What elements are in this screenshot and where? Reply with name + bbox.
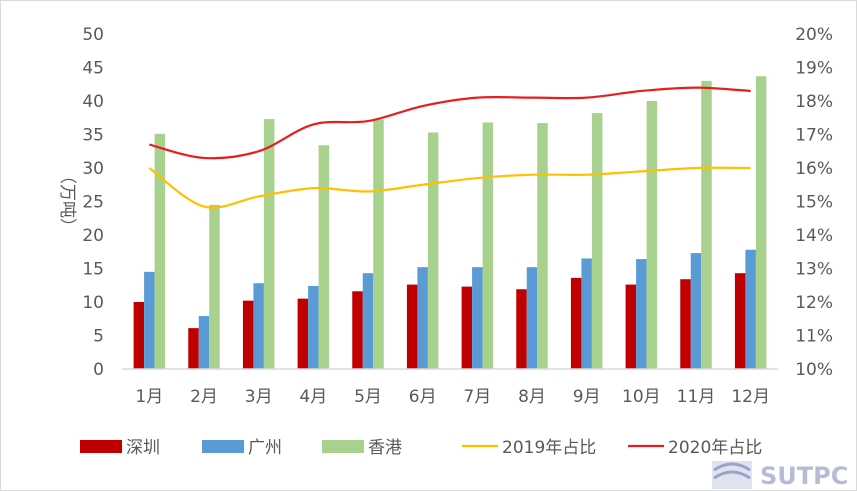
- legend-swatch: [80, 440, 122, 453]
- x-tick-label: 7月: [463, 387, 491, 407]
- y-tick-label: 45: [82, 59, 104, 79]
- bar-深圳-6月: [406, 284, 418, 369]
- bar-深圳-10月: [625, 284, 637, 369]
- y2-tick-label: 14%: [795, 226, 833, 246]
- y-tick-label: 50: [82, 25, 104, 45]
- x-tick-label: 12月: [731, 387, 770, 407]
- y2-tick-label: 13%: [795, 260, 833, 280]
- legend-item: 2020年占比: [628, 438, 762, 458]
- y-tick-label: 35: [82, 126, 104, 146]
- bar-香港-8月: [537, 123, 548, 369]
- watermark-text: SUTPC: [760, 462, 848, 490]
- y-tick-label: 5: [93, 327, 104, 347]
- y2-tick-label: 10%: [795, 360, 833, 380]
- bar-广州-9月: [581, 258, 592, 369]
- legend-item: 香港: [322, 438, 402, 458]
- bar-香港-7月: [482, 122, 494, 369]
- bar-香港-3月: [263, 119, 275, 369]
- legend-label: 深圳: [126, 438, 160, 458]
- bar-香港-2月: [209, 204, 220, 369]
- y2-tick-label: 17%: [795, 126, 833, 146]
- x-tick-label: 8月: [518, 387, 546, 407]
- legend-item: 2019年占比: [462, 438, 596, 458]
- y-tick-label: 40: [82, 92, 104, 112]
- bar-广州-12月: [745, 249, 756, 369]
- legend-label: 2020年占比: [668, 438, 762, 458]
- x-tick-label: 2月: [190, 387, 218, 407]
- bar-广州-10月: [636, 259, 647, 369]
- y-tick-label: 10: [82, 293, 104, 313]
- bar-深圳-9月: [570, 277, 582, 369]
- x-tick-label: 11月: [677, 387, 716, 407]
- legend-item: 广州: [202, 438, 282, 458]
- line-2020年占比: [149, 86, 751, 160]
- y2-tick-label: 19%: [795, 59, 833, 79]
- y-tick-label: 25: [82, 193, 104, 213]
- bar-香港-1月: [154, 133, 166, 369]
- y-tick-label: 30: [82, 159, 104, 179]
- y-tick-label: 15: [82, 260, 104, 280]
- bar-香港-11月: [701, 80, 712, 370]
- y2-tick-label: 15%: [795, 193, 833, 213]
- bar-香港-6月: [427, 132, 439, 369]
- legend-swatch: [202, 440, 244, 453]
- y2-tick-label: 11%: [795, 327, 833, 347]
- legend-label: 香港: [368, 438, 402, 458]
- bar-广州-4月: [308, 285, 319, 369]
- bar-广州-1月: [144, 271, 155, 369]
- y-tick-label: 0: [93, 360, 104, 380]
- bar-广州-6月: [417, 267, 428, 369]
- y-axis-label: （万吨）: [57, 167, 77, 235]
- legend-label: 广州: [248, 438, 282, 458]
- x-tick-label: 1月: [135, 387, 163, 407]
- watermark-logo: SUTPC: [712, 461, 848, 490]
- bar-香港-5月: [373, 119, 384, 369]
- bar-香港-9月: [591, 113, 603, 369]
- bar-深圳-2月: [188, 328, 199, 369]
- y-tick-label: 20: [82, 226, 104, 246]
- x-tick-label: 10月: [622, 387, 661, 407]
- bar-深圳-3月: [242, 300, 254, 369]
- bar-深圳-11月: [680, 279, 691, 369]
- x-tick-label: 9月: [573, 387, 601, 407]
- bar-广州-7月: [472, 267, 483, 369]
- bar-香港-12月: [755, 76, 767, 370]
- bar-香港-10月: [646, 101, 658, 369]
- line-2019年占比: [148, 166, 751, 209]
- x-tick-label: 6月: [409, 387, 437, 407]
- y2-tick-label: 12%: [795, 293, 833, 313]
- bar-深圳-5月: [352, 291, 363, 369]
- legend-item: 深圳: [80, 438, 160, 458]
- legend-swatch: [322, 440, 364, 453]
- bar-广州-5月: [362, 273, 374, 369]
- y2-tick-label: 20%: [795, 25, 833, 45]
- bar-广州-3月: [253, 283, 264, 369]
- bar-香港-4月: [318, 145, 330, 369]
- bar-广州-2月: [198, 316, 210, 369]
- bar-深圳-1月: [133, 302, 145, 369]
- bar-深圳-8月: [516, 289, 527, 369]
- y2-tick-label: 16%: [795, 159, 833, 179]
- y2-tick-label: 18%: [795, 92, 833, 112]
- x-tick-label: 4月: [299, 387, 327, 407]
- x-tick-label: 5月: [354, 387, 382, 407]
- bar-深圳-4月: [297, 298, 309, 369]
- bar-深圳-12月: [734, 273, 746, 369]
- bar-广州-11月: [690, 253, 702, 369]
- bar-广州-8月: [526, 267, 538, 369]
- bar-深圳-7月: [461, 286, 473, 369]
- legend-label: 2019年占比: [502, 438, 596, 458]
- x-tick-label: 3月: [245, 387, 273, 407]
